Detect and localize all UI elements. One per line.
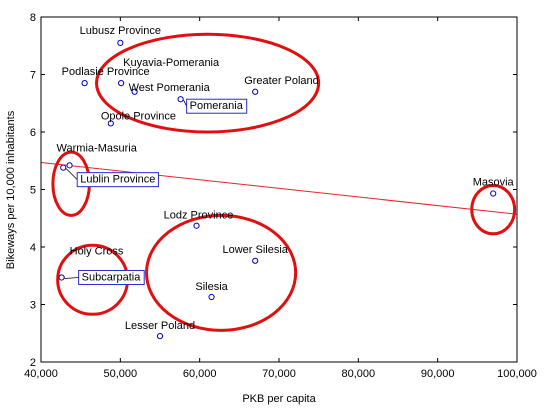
- point-west-pomerania: [131, 88, 138, 95]
- label-podlasie-province: Podlasie Province: [62, 66, 150, 78]
- point-lublin-province: [60, 164, 67, 171]
- point-holy-cross: [58, 274, 65, 281]
- y-tick-label: 5: [30, 185, 36, 197]
- x-axis-title: PKB per capita: [242, 393, 316, 405]
- x-tick-label: 60,000: [183, 368, 217, 380]
- y-tick-label: 7: [30, 70, 36, 82]
- point-lubusz-province: [117, 39, 124, 46]
- label-lublin-province: Lublin Province: [80, 174, 155, 186]
- label-silesia: Silesia: [195, 281, 228, 293]
- label-pomerania: Pomerania: [190, 100, 244, 112]
- x-tick-label: 80,000: [342, 368, 376, 380]
- point-pomerania: [177, 96, 184, 103]
- point-kuyavia-pomerania: [118, 80, 125, 87]
- point-labels-layer: Lubusz Province Kuyavia-PomeraniaPodlasie…: [57, 25, 515, 332]
- y-tick-label: 6: [30, 127, 36, 139]
- label-masovia: Masovia: [473, 177, 515, 189]
- label-subcarpatia: Subcarpatia: [82, 271, 142, 283]
- label-lodz-province: Lodz Province: [164, 210, 234, 222]
- label-warmia-masuria: Warmia-Masuria: [57, 142, 138, 154]
- point-lower-silesia: [252, 257, 259, 264]
- y-tick-label: 8: [30, 12, 36, 24]
- label-lower-silesia: Lower Silesia: [222, 244, 288, 256]
- point-greater-poland: [252, 88, 259, 95]
- label-opole-province: Opole Province: [101, 110, 176, 122]
- x-tick-label: 90,000: [421, 368, 455, 380]
- cluster-ellipse-central-south-group: [145, 213, 298, 332]
- leader-lublin-province: [65, 168, 78, 180]
- label-west-pomerania: West Pomerania: [129, 82, 211, 94]
- y-tick-label: 2: [30, 357, 36, 369]
- point-opole-province: [107, 120, 114, 127]
- x-tick-label: 100,000: [497, 368, 537, 380]
- point-silesia: [208, 293, 215, 301]
- trend-line: [40, 161, 518, 215]
- point-podlasie-province: [81, 80, 88, 87]
- label-box-lublin-province: [76, 172, 159, 188]
- point-warmia-masuria: [66, 162, 73, 169]
- label-box-subcarpatia: [78, 269, 145, 285]
- ticks-layer: 40,000 50,000 60,000 70,000 80,000 90,000 100,…: [24, 12, 537, 380]
- label-kuyavia-pomerania: Kuyavia-Pomerania: [123, 57, 220, 69]
- y-axis-title: Bikeways per 10,000 inhabitants: [5, 110, 17, 269]
- point-masovia: [490, 190, 497, 197]
- y-tick-label: 3: [30, 300, 36, 312]
- cluster-ellipse-masovia-group: [470, 183, 517, 236]
- y-tick-label: 4: [30, 242, 36, 254]
- x-tick-label: 40,000: [24, 368, 58, 380]
- label-lesser-poland: Lesser Poland: [125, 320, 195, 332]
- x-tick-label: 70,000: [262, 368, 296, 380]
- leader-subcarpatia: [64, 277, 79, 279]
- label-holy-cross: Holy Cross: [70, 245, 124, 257]
- fit-line-layer: [40, 161, 518, 215]
- cluster-ellipse-north-west-group: [95, 32, 321, 134]
- label-greater-poland: Greater Poland: [244, 75, 319, 87]
- point-lesser-poland: [156, 333, 164, 340]
- point-lodz-province: [193, 222, 200, 229]
- points-layer: [58, 39, 497, 340]
- x-tick-label: 50,000: [104, 368, 138, 380]
- label-lubusz-province: Lubusz Province: [80, 25, 161, 37]
- label-box-pomerania: [186, 98, 248, 114]
